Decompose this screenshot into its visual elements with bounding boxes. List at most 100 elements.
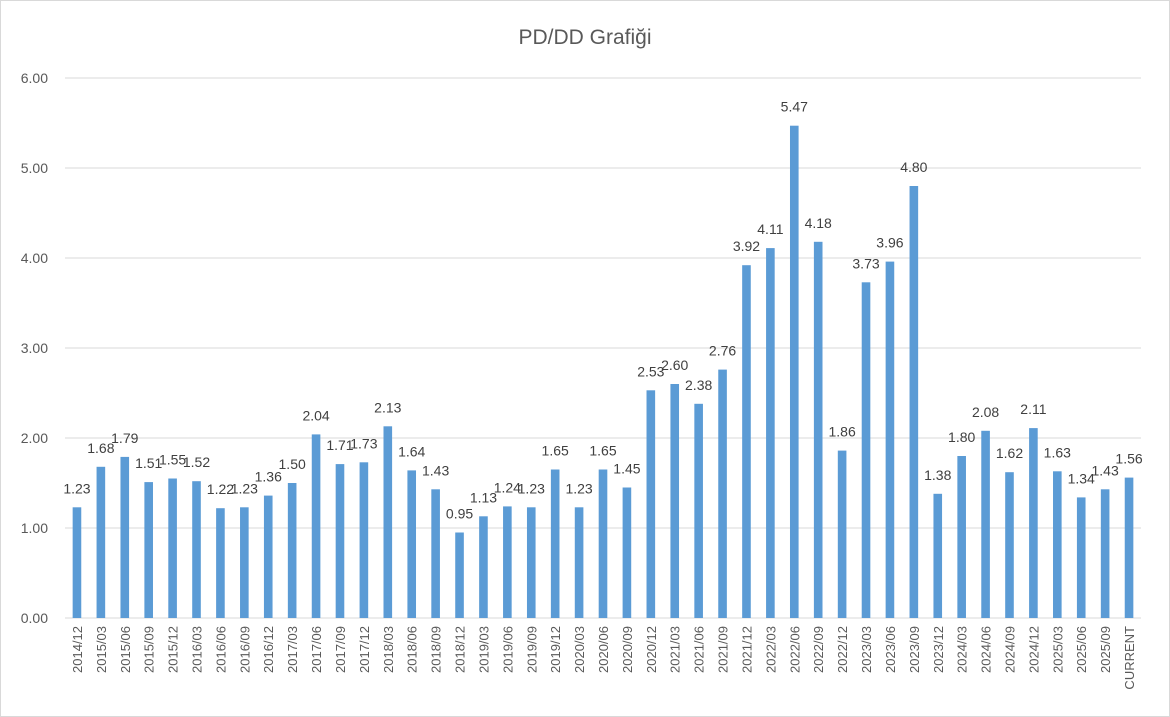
data-label: 2.53 <box>637 363 664 379</box>
bar <box>813 241 823 619</box>
bar <box>1124 477 1134 618</box>
x-tick-label: 2017/06 <box>309 626 324 673</box>
data-label: 4.18 <box>805 215 832 231</box>
data-label: 1.65 <box>542 443 569 459</box>
bar <box>837 450 847 618</box>
y-tick-label: 5.00 <box>21 160 48 176</box>
bar <box>455 532 464 618</box>
bar <box>766 248 775 618</box>
x-tick-label: 2024/03 <box>955 626 970 673</box>
x-tick-label: 2020/09 <box>620 626 635 673</box>
bar <box>789 125 799 618</box>
x-tick-label: 2023/06 <box>883 626 898 673</box>
x-tick-label: 2022/06 <box>787 626 802 673</box>
y-tick-label: 2.00 <box>21 430 48 446</box>
bar <box>861 282 871 618</box>
x-tick-label: 2014/12 <box>70 626 85 673</box>
x-tick-label: 2022/03 <box>763 626 778 673</box>
bar <box>479 516 488 618</box>
data-label: 1.62 <box>996 445 1023 461</box>
x-tick-label: 2025/06 <box>1074 626 1089 673</box>
bar <box>1100 489 1110 618</box>
bars <box>72 125 1134 619</box>
data-label: 4.11 <box>757 221 783 237</box>
data-label: 2.76 <box>709 343 736 359</box>
data-labels: 1.231.681.791.511.551.521.221.231.361.50… <box>63 99 1143 522</box>
bar <box>885 261 895 618</box>
data-label: 1.80 <box>948 429 975 445</box>
bar <box>287 483 297 618</box>
x-tick-label: 2020/06 <box>596 626 611 673</box>
data-label: 1.43 <box>422 462 449 478</box>
chart-title: PD/DD Grafiği <box>518 26 651 49</box>
x-tick-label: 2019/12 <box>548 626 563 673</box>
data-label: 2.38 <box>685 377 712 393</box>
bar <box>550 469 560 618</box>
data-label: 1.24 <box>494 479 521 495</box>
bar <box>957 456 966 618</box>
bar <box>574 507 584 618</box>
data-label: 1.64 <box>398 443 425 459</box>
bar <box>622 487 632 618</box>
x-tick-label: 2023/12 <box>931 626 946 673</box>
x-tick-label: 2022/12 <box>835 626 850 673</box>
data-label: 1.23 <box>63 480 90 496</box>
x-tick-label: 2018/12 <box>453 626 468 673</box>
bar <box>359 462 369 618</box>
data-label: 1.55 <box>159 452 186 468</box>
data-label: 1.51 <box>135 455 162 471</box>
bar <box>383 426 393 618</box>
x-tick-label: 2018/06 <box>405 626 420 673</box>
bar <box>240 507 249 618</box>
bar <box>933 493 943 618</box>
x-tick-label: 2020/03 <box>572 626 587 673</box>
bar <box>311 434 321 618</box>
data-label: 3.96 <box>876 235 903 251</box>
x-tick-label: 2015/09 <box>142 626 157 673</box>
x-tick-label: 2021/06 <box>692 626 707 673</box>
bar <box>96 466 106 618</box>
bar <box>694 403 703 618</box>
bar <box>1053 471 1062 618</box>
data-label: 4.80 <box>900 159 927 175</box>
y-tick-label: 4.00 <box>21 250 48 266</box>
x-tick-label: 2019/09 <box>524 626 539 673</box>
x-tick-label: 2019/06 <box>500 626 515 673</box>
x-tick-label: 2025/09 <box>1098 626 1113 673</box>
data-label: 1.34 <box>1068 470 1095 486</box>
data-label: 1.50 <box>279 456 306 472</box>
bar <box>503 506 512 618</box>
data-label: 3.73 <box>852 255 879 271</box>
x-tick-label: 2025/03 <box>1050 626 1065 673</box>
data-label: 1.13 <box>470 489 497 505</box>
bar <box>120 456 130 618</box>
x-tick-label: 2017/03 <box>285 626 300 673</box>
bar <box>1076 497 1086 618</box>
bar <box>263 495 273 618</box>
y-tick-label: 0.00 <box>21 610 48 626</box>
data-label: 3.92 <box>733 238 760 254</box>
y-tick-label: 3.00 <box>21 340 48 356</box>
x-tick-label: 2016/03 <box>190 626 205 673</box>
data-label: 1.63 <box>1044 444 1071 460</box>
data-label: 1.45 <box>613 461 640 477</box>
x-tick-label: 2024/06 <box>979 626 994 673</box>
x-axis-ticks: 2014/12 2015/03 2015/06 2015/09 2015/12 2016/… <box>70 626 1137 690</box>
bar <box>598 469 608 618</box>
x-tick-label: 2015/06 <box>118 626 133 673</box>
x-tick-label: CURRENT <box>1122 626 1137 690</box>
bar <box>335 464 345 618</box>
bar <box>670 384 680 618</box>
x-tick-label: 2020/12 <box>644 626 659 673</box>
x-tick-label: 2021/09 <box>716 626 731 673</box>
data-label: 2.60 <box>661 357 688 373</box>
data-label: 1.65 <box>589 443 616 459</box>
x-tick-label: 2022/09 <box>811 626 826 673</box>
x-tick-label: 2018/03 <box>381 626 396 673</box>
x-tick-label: 2017/12 <box>357 626 372 673</box>
bar <box>431 489 440 618</box>
bar <box>216 508 225 618</box>
x-tick-label: 2023/03 <box>859 626 874 673</box>
data-label: 1.23 <box>565 480 592 496</box>
